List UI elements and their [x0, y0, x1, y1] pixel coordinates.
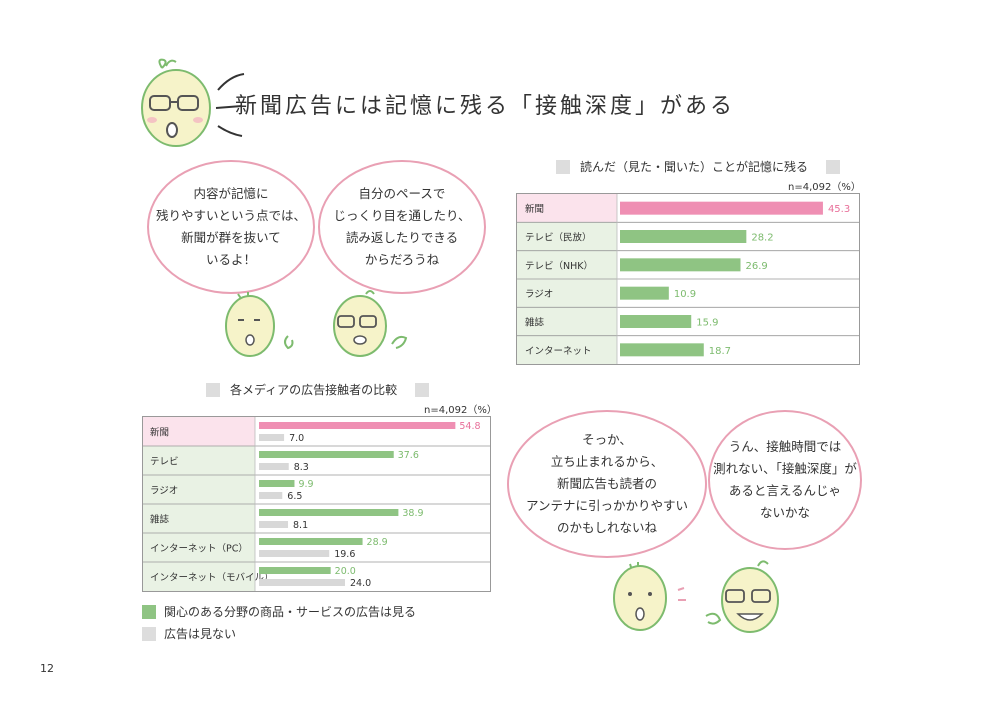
chart1-bar — [620, 286, 669, 300]
chart2-bar-series1 — [259, 480, 295, 487]
chart2-category-label: ラジオ — [150, 486, 178, 497]
chart2-box: 新聞 54.8 7.0 テレビ 37.6 8.3 ラジオ 9.9 6.5 雑誌 38.9 8.1 インタ… — [142, 416, 491, 592]
chart1-value-label: 15.9 — [696, 318, 718, 329]
chart2-title-row: 各メディアの広告接触者の比較 — [206, 381, 430, 398]
chart1-row-bg — [517, 307, 617, 336]
header-character-icon — [141, 58, 211, 147]
speech-bubble-4: うん、接触時間では 測れない、「接触深度」が あると言えるんじゃ ないかな — [708, 410, 862, 550]
chart2-title-square-left — [206, 382, 220, 397]
chart1-note: n=4,092（%） — [788, 182, 861, 193]
chart2-note: n=4,092（%） — [424, 405, 497, 416]
chart2-value-label-series1: 20.0 — [335, 566, 356, 577]
speech-bubble-3-text: そっか、 立ち止まれるから、 新聞広告も読者の アンテナに引っかかりやすい のか… — [525, 432, 688, 535]
chart2-bar-series2 — [259, 463, 289, 470]
chart1-svg: 新聞 45.3 テレビ（民放） 28.2 テレビ（NHK） 26.9 ラジオ 10.9 雑誌 15… — [517, 194, 859, 364]
chart1-bar — [620, 258, 741, 272]
chart2-bar-series1 — [259, 451, 394, 458]
chart1-title: 読んだ（見た・聞いた）ことが記憶に残る — [580, 160, 809, 174]
chart1-row-bg — [517, 335, 617, 364]
chart1-row-bg — [517, 250, 617, 279]
chart1-row-bg — [517, 279, 617, 308]
chart1-category-label: ラジオ — [525, 289, 553, 300]
character-plain-icon — [225, 292, 294, 357]
legend-green-swatch — [142, 604, 156, 619]
legend-item-gray: 広告は見ない — [142, 625, 236, 642]
chart2-value-label-series2: 8.1 — [293, 520, 308, 531]
chart2-bar-series1 — [259, 567, 331, 574]
chart1-bar — [620, 315, 692, 328]
chart2-bar-series2 — [259, 434, 285, 441]
chart1-title-square-right — [826, 159, 841, 174]
chart1-category-label: 新聞 — [525, 203, 544, 215]
speech-bubble-2-text: 自分のペースで じっくり目を通したり、 読み返したりできる からだろうね — [333, 186, 471, 267]
speech-bubble-3: そっか、 立ち止まれるから、 新聞広告も読者の アンテナに引っかかりやすい のか… — [507, 410, 707, 558]
chart1-value-label: 26.9 — [746, 261, 768, 272]
chart2-bar-series2 — [259, 550, 330, 557]
legend-gray-swatch — [142, 626, 156, 641]
character-smiling-glasses-icon — [705, 560, 779, 633]
chart2-row-bg — [143, 504, 255, 533]
chart1-title-square-left — [556, 159, 570, 174]
chart1-row-bg — [517, 222, 617, 251]
chart1-bar — [620, 343, 704, 357]
chart1-category-label: テレビ（民放） — [525, 232, 592, 244]
chart1-value-label: 10.9 — [674, 289, 696, 300]
chart2-value-label-series1: 54.8 — [459, 421, 480, 432]
chart2-title: 各メディアの広告接触者の比較 — [230, 383, 398, 397]
chart2-bar-series1 — [259, 422, 456, 429]
chart2-value-label-series2: 19.6 — [334, 549, 355, 560]
speech-bubble-4-text: うん、接触時間では 測れない、「接触深度」が あると言えるんじゃ ないかな — [713, 439, 857, 520]
legend-item-green: 関心のある分野の商品・サービスの広告は見る — [142, 603, 416, 620]
chart2-bar-series2 — [259, 492, 283, 499]
chart2-row-bg — [143, 533, 255, 562]
character-glasses-icon — [333, 290, 408, 357]
chart2-svg: 新聞 54.8 7.0 テレビ 37.6 8.3 ラジオ 9.96.5 雑誌 38.9 8.1 インタ… — [143, 417, 490, 591]
chart2-bar-series1 — [259, 538, 363, 545]
page-title: 新聞広告には記憶に残る「接触深度」がある — [235, 94, 736, 119]
chart2-category-label: インターネット（PC） — [150, 543, 248, 555]
chart2-value-label-series1: 9.9 — [298, 479, 313, 490]
chart2-category-label: テレビ — [150, 457, 179, 468]
legend-gray-label: 広告は見ない — [164, 627, 237, 641]
chart2-row-bg — [143, 446, 255, 475]
chart2-value-label-series1: 28.9 — [367, 537, 388, 548]
chart2-value-label-series2: 24.0 — [350, 578, 371, 589]
page-number: 12 — [40, 662, 54, 675]
speech-bubble-1: 内容が記憶に 残りやすいという点では、 新聞が群を抜いて いるよ！ — [147, 160, 315, 294]
chart2-category-label: 雑誌 — [150, 514, 170, 526]
chart1-box: 新聞 45.3 テレビ（民放） 28.2 テレビ（NHK） 26.9 ラジオ 10.9 雑誌 15… — [516, 193, 860, 365]
chart2-row-bg — [143, 417, 255, 446]
chart2-bar-series2 — [259, 521, 289, 528]
chart1-title-row: 読んだ（見た・聞いた）ことが記憶に残る — [556, 158, 841, 175]
chart2-category-label: 新聞 — [150, 427, 169, 439]
chart2-category-label: インターネット（モバイル） — [150, 572, 274, 584]
legend-green-label: 関心のある分野の商品・サービスの広告は見る — [164, 605, 417, 619]
chart2-value-label-series2: 8.3 — [294, 462, 309, 473]
chart1-bar — [620, 230, 747, 243]
chart2-value-label-series2: 6.5 — [287, 491, 302, 502]
character-surprised-icon — [613, 562, 686, 631]
chart2-row-bg — [143, 475, 255, 504]
chart1-value-label: 18.7 — [709, 346, 731, 357]
chart1-row-bg — [517, 194, 617, 223]
chart2-bar-series1 — [259, 509, 399, 516]
chart1-bar — [620, 201, 823, 215]
speech-bubble-1-text: 内容が記憶に 残りやすいという点では、 新聞が群を抜いて いるよ！ — [155, 186, 306, 267]
chart2-value-label-series1: 38.9 — [402, 508, 423, 519]
chart2-bar-series2 — [259, 579, 345, 586]
chart1-category-label: インターネット — [525, 346, 592, 357]
chart1-category-label: 雑誌 — [525, 317, 545, 329]
exclaim-lines-icon — [215, 73, 245, 137]
chart1-category-label: テレビ（NHK） — [525, 260, 593, 272]
chart1-value-label: 45.3 — [828, 204, 850, 215]
speech-bubble-2: 自分のペースで じっくり目を通したり、 読み返したりできる からだろうね — [318, 160, 486, 294]
chart2-value-label-series1: 37.6 — [398, 450, 419, 461]
chart2-title-square-right — [415, 382, 430, 397]
chart2-value-label-series2: 7.0 — [289, 433, 304, 444]
chart2-row-bg — [143, 562, 255, 591]
chart1-value-label: 28.2 — [751, 233, 773, 244]
